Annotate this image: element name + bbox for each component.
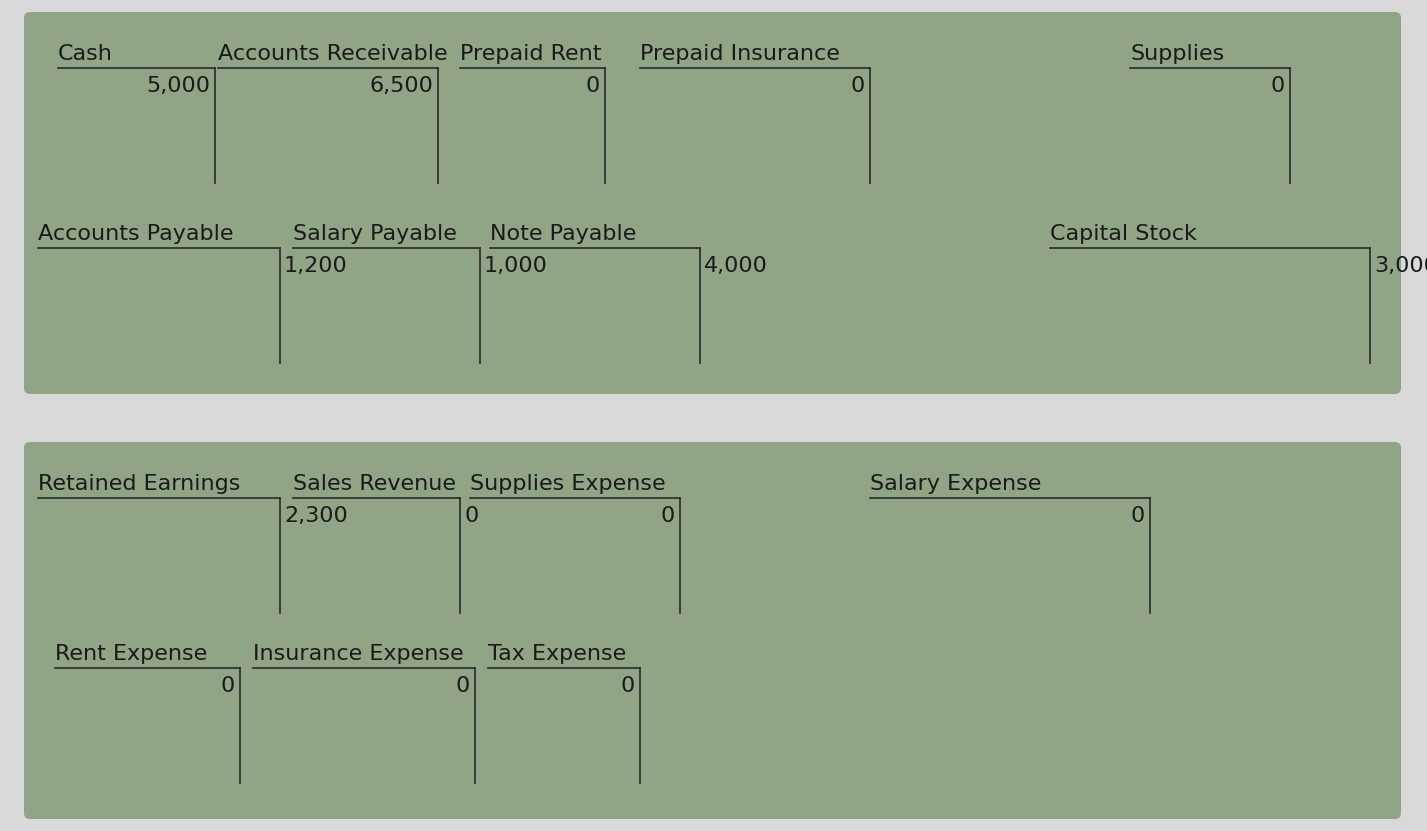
Text: Tax Expense: Tax Expense [488, 644, 626, 664]
Text: Supplies: Supplies [1130, 44, 1224, 64]
Text: 0: 0 [464, 506, 478, 526]
Text: Prepaid Insurance: Prepaid Insurance [639, 44, 841, 64]
Text: 0: 0 [221, 676, 235, 696]
Text: Rent Expense: Rent Expense [56, 644, 207, 664]
Text: 0: 0 [850, 76, 865, 96]
Text: Retained Earnings: Retained Earnings [39, 474, 240, 494]
Text: Insurance Expense: Insurance Expense [253, 644, 464, 664]
Text: Note Payable: Note Payable [489, 224, 636, 244]
Text: Salary Payable: Salary Payable [293, 224, 457, 244]
Text: 0: 0 [455, 676, 469, 696]
Text: 1,200: 1,200 [284, 256, 348, 276]
Text: 6,500: 6,500 [370, 76, 432, 96]
Text: 3,000: 3,000 [1374, 256, 1427, 276]
Text: Prepaid Rent: Prepaid Rent [459, 44, 602, 64]
Text: Supplies Expense: Supplies Expense [469, 474, 665, 494]
Text: 0: 0 [1271, 76, 1284, 96]
Text: 4,000: 4,000 [704, 256, 768, 276]
Text: 0: 0 [661, 506, 675, 526]
Text: Cash: Cash [59, 44, 113, 64]
Text: 0: 0 [1130, 506, 1144, 526]
Text: 1,000: 1,000 [484, 256, 548, 276]
Text: Accounts Receivable: Accounts Receivable [218, 44, 448, 64]
FancyBboxPatch shape [24, 442, 1401, 819]
Text: Accounts Payable: Accounts Payable [39, 224, 234, 244]
Text: 5,000: 5,000 [146, 76, 210, 96]
Text: Sales Revenue: Sales Revenue [293, 474, 457, 494]
Text: 0: 0 [621, 676, 635, 696]
Text: Salary Expense: Salary Expense [870, 474, 1042, 494]
Text: 0: 0 [585, 76, 599, 96]
FancyBboxPatch shape [24, 12, 1401, 394]
Text: 2,300: 2,300 [284, 506, 348, 526]
Text: Capital Stock: Capital Stock [1050, 224, 1197, 244]
